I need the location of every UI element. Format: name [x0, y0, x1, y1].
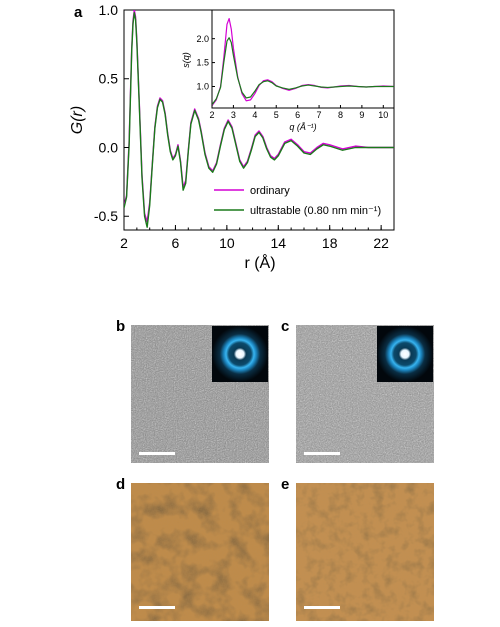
legend-label-ultrastable: ultrastable (0.80 nm min⁻¹)	[250, 205, 381, 217]
inset-y-axis-title: s(q)	[181, 52, 191, 68]
image-panel-d	[131, 483, 269, 621]
inset-x-tick-label: 5	[274, 110, 279, 120]
legend-label-ordinary: ordinary	[250, 185, 290, 197]
main-x-tick-label: 6	[172, 235, 180, 251]
legend: ordinary ultrastable (0.80 nm min⁻¹)	[214, 185, 381, 217]
main-y-axis-title: G(r)	[69, 106, 86, 134]
diffraction-inset-b	[212, 326, 268, 382]
main-y-tick-label: 0.5	[99, 71, 119, 87]
inset-x-tick-label: 2	[209, 110, 214, 120]
image-panel-e	[296, 483, 434, 621]
inset-y-tick-label: 1.5	[196, 58, 209, 68]
main-y-tick-label: 0.0	[99, 139, 119, 155]
main-y-tick-label: -0.5	[94, 208, 118, 224]
gr-chart: 2 6 10 14 18 22 -0.5 0.0 0.5 1.0 r (Å) G(r) 2 3 4 5 6 7 8…	[69, 2, 395, 272]
main-x-axis-title: r (Å)	[244, 253, 275, 272]
main-x-tick-label: 22	[373, 235, 389, 251]
main-x-tick-label: 14	[270, 235, 286, 251]
panel-label-d: d	[116, 476, 126, 493]
inset-x-tick-label: 9	[359, 110, 364, 120]
inset-x-tick-label: 6	[295, 110, 300, 120]
scale-bar-d	[139, 606, 175, 609]
inset-x-tick-label: 10	[378, 110, 388, 120]
main-x-tick-label: 2	[120, 235, 128, 251]
panel-label-e: e	[281, 476, 290, 493]
scale-bar-b	[139, 452, 175, 455]
inset-plot-area: 2 3 4 5 6 7 8 9 10 1.0 1.5 2.0 q (Å⁻¹) s(q)	[181, 9, 395, 132]
scale-bar-e	[304, 606, 340, 609]
image-panel-b	[131, 325, 269, 463]
image-panel-c	[296, 325, 434, 463]
inset-x-axis-title: q (Å⁻¹)	[289, 122, 316, 132]
amber-micrograph-e	[296, 483, 434, 621]
tem-micrograph-c	[296, 325, 434, 463]
main-series-ultrastable	[124, 12, 394, 228]
tem-micrograph-b	[131, 325, 269, 463]
inset-x-tick-label: 8	[338, 110, 343, 120]
panel-label-a: a	[74, 4, 83, 21]
inset-x-tick-label: 3	[231, 110, 236, 120]
main-x-tick-label: 10	[219, 235, 235, 251]
panel-label-b: b	[116, 318, 126, 335]
inset-frame	[211, 9, 395, 109]
inset-y-tick-label: 2.0	[196, 34, 209, 44]
diffraction-inset-c	[377, 326, 433, 382]
panel-label-c: c	[281, 318, 290, 335]
main-plot-area: 2 6 10 14 18 22 -0.5 0.0 0.5 1.0 r (Å) G(r)	[69, 2, 395, 272]
inset-x-tick-label: 4	[252, 110, 257, 120]
main-x-tick-label: 18	[322, 235, 338, 251]
inset-x-tick-label: 7	[317, 110, 322, 120]
main-y-tick-label: 1.0	[99, 2, 119, 18]
scale-bar-c	[304, 452, 340, 455]
amber-micrograph-d	[131, 483, 269, 621]
inset-y-tick-label: 1.0	[196, 82, 209, 92]
inset-series-ultrastable	[212, 37, 394, 106]
inset-background	[212, 10, 394, 108]
